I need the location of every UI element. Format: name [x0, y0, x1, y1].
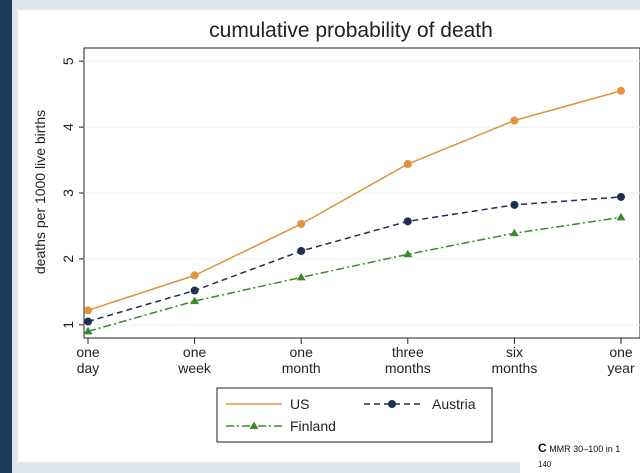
series-austria — [84, 192, 625, 326]
x-tick-label: one — [609, 344, 633, 360]
inset-prefix: C — [538, 441, 547, 455]
y-tick-label: 2 — [60, 255, 76, 263]
data-point — [83, 326, 93, 335]
y-tick-label: 5 — [60, 57, 76, 65]
inset-figure-fragment: C MMR 30–100 in 1 140 — [520, 414, 640, 473]
legend-item-austria: Austria — [364, 396, 476, 412]
legend: US Austria Finland — [216, 387, 493, 443]
data-point — [84, 317, 92, 326]
x-tick-label: months — [385, 360, 431, 376]
y-tick-label: 4 — [60, 123, 76, 131]
line-chart: cumulative probability of death deaths p… — [18, 10, 640, 462]
grid — [84, 60, 640, 326]
data-point — [617, 192, 625, 201]
data-point — [297, 247, 306, 255]
data-point — [297, 219, 306, 228]
data-point — [190, 271, 199, 280]
inset-caption: C MMR 30–100 in 1 — [538, 441, 620, 455]
data-point — [510, 200, 519, 209]
x-tick-label: six — [506, 344, 523, 360]
y-axis-title: deaths per 1000 live births — [32, 110, 48, 274]
x-axis: onedayoneweekonemonththreemonthssixmonth… — [76, 338, 635, 376]
x-tick-label: day — [77, 360, 100, 376]
y-tick-label: 1 — [60, 321, 76, 329]
x-tick-label: three — [392, 344, 424, 360]
legend-item-finland: Finland — [226, 418, 336, 434]
data-point — [190, 286, 199, 295]
x-tick-label: month — [282, 360, 321, 376]
legend-marker-austria — [388, 400, 396, 408]
data-point — [190, 296, 200, 305]
inset-caption-text: MMR 30–100 in 1 — [549, 444, 621, 454]
series-line-us — [87, 90, 622, 312]
x-tick-label: one — [290, 344, 314, 360]
data-point — [403, 249, 413, 258]
legend-label-finland: Finland — [290, 418, 336, 434]
data-point — [510, 116, 519, 125]
series — [83, 86, 626, 335]
series-us — [84, 86, 625, 315]
inset-tick-label: 140 — [538, 460, 552, 469]
legend-label-austria: Austria — [432, 396, 476, 412]
data-point — [616, 212, 626, 221]
y-tick-label: 3 — [60, 189, 76, 197]
series-finland — [83, 212, 626, 335]
data-point — [617, 86, 625, 95]
y-axis: 1 2 3 4 5 — [60, 57, 84, 329]
legend-item-us: US — [226, 396, 309, 412]
data-point — [403, 217, 412, 226]
legend-box — [216, 387, 493, 443]
legend-marker-finland — [249, 421, 259, 429]
x-tick-label: months — [491, 360, 537, 376]
x-tick-label: one — [183, 344, 207, 360]
data-point — [84, 306, 92, 315]
data-point — [403, 160, 412, 168]
data-point — [296, 272, 306, 281]
x-tick-label: one — [76, 344, 100, 360]
chart-title: cumulative probability of death — [209, 19, 493, 42]
series-line-finland — [87, 216, 622, 333]
data-point — [509, 228, 519, 237]
x-tick-label: week — [177, 360, 212, 376]
legend-label-us: US — [290, 396, 309, 412]
series-line-austria — [87, 196, 622, 323]
x-tick-label: year — [607, 360, 635, 376]
